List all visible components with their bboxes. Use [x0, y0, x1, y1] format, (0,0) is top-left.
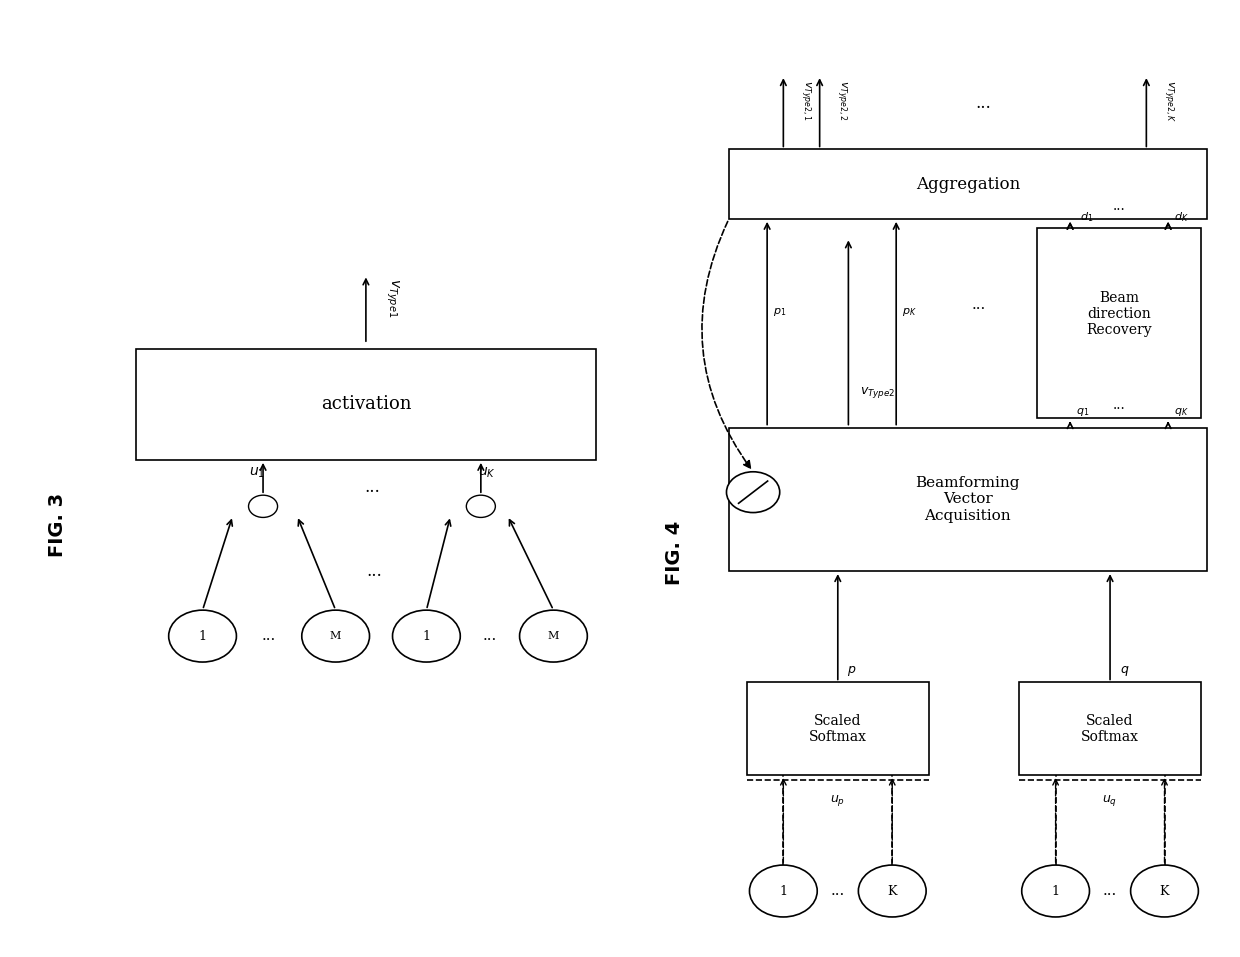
Text: 1: 1 — [198, 630, 207, 642]
Text: $v_{Type2}$: $v_{Type2}$ — [861, 385, 897, 400]
Text: ...: ... — [262, 629, 277, 643]
Text: FIG. 3: FIG. 3 — [48, 493, 67, 557]
FancyBboxPatch shape — [1038, 228, 1200, 418]
FancyBboxPatch shape — [729, 428, 1207, 571]
Circle shape — [1022, 865, 1090, 917]
Text: M: M — [548, 631, 559, 641]
Text: M: M — [330, 631, 341, 641]
Circle shape — [393, 611, 460, 662]
Text: $d_1$: $d_1$ — [1080, 210, 1094, 224]
Circle shape — [301, 611, 370, 662]
Text: $u_K$: $u_K$ — [477, 466, 496, 480]
Circle shape — [466, 495, 495, 518]
FancyBboxPatch shape — [746, 682, 929, 775]
Text: $p$: $p$ — [847, 664, 857, 679]
Text: Scaled
Softmax: Scaled Softmax — [1081, 714, 1140, 744]
FancyArrowPatch shape — [702, 221, 750, 468]
Text: $u_p$: $u_p$ — [831, 792, 846, 808]
Text: K: K — [888, 884, 897, 898]
Text: Beamforming
Vector
Acquisition: Beamforming Vector Acquisition — [915, 477, 1021, 523]
Text: $v_{Type1}$: $v_{Type1}$ — [384, 278, 401, 318]
Text: $u_1$: $u_1$ — [249, 466, 265, 480]
Text: ...: ... — [1112, 199, 1126, 212]
Text: ...: ... — [367, 563, 382, 580]
Text: ...: ... — [482, 629, 497, 643]
FancyBboxPatch shape — [729, 149, 1207, 219]
Text: Aggregation: Aggregation — [916, 176, 1021, 192]
Text: 1: 1 — [780, 884, 787, 898]
Text: $v_{Type2,2}$: $v_{Type2,2}$ — [835, 79, 848, 121]
Text: ...: ... — [972, 299, 986, 312]
Text: $q$: $q$ — [1120, 664, 1130, 679]
Text: FIG. 4: FIG. 4 — [665, 521, 684, 585]
Circle shape — [169, 611, 237, 662]
Text: ...: ... — [1102, 884, 1117, 898]
Circle shape — [749, 865, 817, 917]
Circle shape — [1131, 865, 1198, 917]
Text: $q_1$: $q_1$ — [1076, 406, 1090, 417]
Circle shape — [727, 472, 780, 513]
Circle shape — [248, 495, 278, 518]
Text: $v_{Type2,1}$: $v_{Type2,1}$ — [797, 79, 812, 121]
Text: ...: ... — [975, 95, 991, 112]
FancyBboxPatch shape — [136, 348, 595, 460]
Text: $p_1$: $p_1$ — [774, 306, 786, 318]
Text: K: K — [1159, 884, 1169, 898]
Text: $v_{Type2,K}$: $v_{Type2,K}$ — [1161, 79, 1176, 122]
Text: $d_K$: $d_K$ — [1174, 210, 1189, 224]
Text: Scaled
Softmax: Scaled Softmax — [808, 714, 867, 744]
Text: $u_q$: $u_q$ — [1102, 792, 1117, 808]
Text: ...: ... — [1112, 398, 1126, 412]
Circle shape — [858, 865, 926, 917]
Text: ...: ... — [365, 479, 379, 497]
Text: $q_K$: $q_K$ — [1174, 406, 1189, 417]
Text: ...: ... — [831, 884, 844, 898]
Text: 1: 1 — [423, 630, 430, 642]
Text: $p_K$: $p_K$ — [903, 306, 916, 318]
Text: 1: 1 — [1052, 884, 1060, 898]
Circle shape — [520, 611, 588, 662]
Text: activation: activation — [321, 395, 412, 413]
Text: Beam
direction
Recovery: Beam direction Recovery — [1086, 291, 1152, 337]
FancyBboxPatch shape — [1019, 682, 1200, 775]
